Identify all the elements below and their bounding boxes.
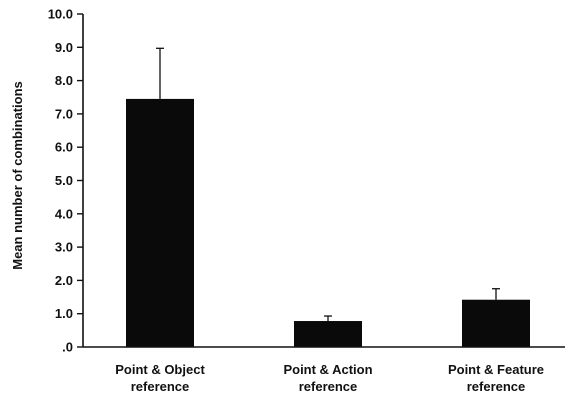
y-axis-ticks: .0 1.0 2.0 3.0 4.0 5.0 6.0 7.0 8.0 9.0 10.0 — [48, 7, 83, 355]
y-tick-label: 8.0 — [55, 73, 73, 88]
bar — [462, 299, 530, 347]
y-tick-label: 2.0 — [55, 273, 73, 288]
bar — [126, 98, 194, 347]
x-category-label: Point & Action reference — [283, 362, 372, 394]
bars — [126, 98, 530, 347]
x-axis-labels: Point & Object reference Point & Action ref… — [115, 362, 544, 394]
x-category-label: Point & Object reference — [115, 362, 205, 394]
x-category-label: Point & Feature reference — [448, 362, 544, 394]
y-axis-title: Mean number of combinations — [10, 81, 25, 270]
y-tick-label: 1.0 — [55, 306, 73, 321]
y-tick-label: 4.0 — [55, 206, 73, 221]
y-tick-label: 3.0 — [55, 240, 73, 255]
y-tick-label: .0 — [62, 340, 73, 355]
y-tick-label: 10.0 — [48, 7, 73, 22]
y-tick-label: 6.0 — [55, 140, 73, 155]
y-tick-label: 7.0 — [55, 106, 73, 121]
error-bars — [156, 47, 500, 322]
bar — [294, 321, 362, 347]
y-tick-label: 9.0 — [55, 40, 73, 55]
y-tick-label: 5.0 — [55, 173, 73, 188]
